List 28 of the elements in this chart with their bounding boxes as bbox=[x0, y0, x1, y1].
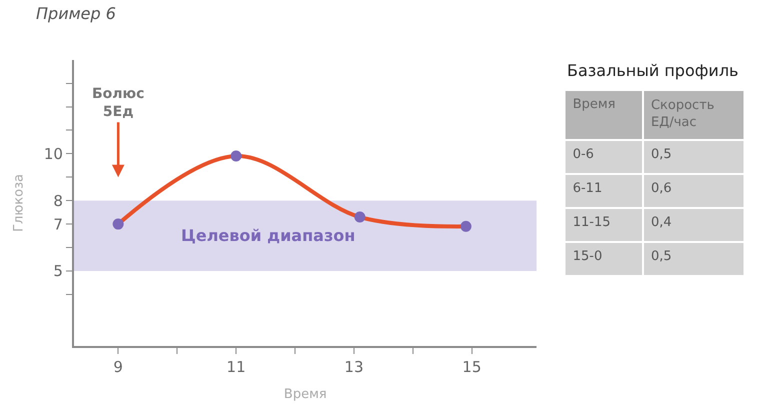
y-tick-label: 7 bbox=[53, 215, 63, 234]
text: 15-0 bbox=[572, 248, 602, 264]
text: 0,5 bbox=[650, 248, 672, 264]
text: 0,4 bbox=[650, 214, 672, 230]
text: 11-15 bbox=[572, 214, 610, 230]
x-tick-label: 15 bbox=[462, 358, 482, 376]
x-tick-label: 9 bbox=[113, 358, 123, 376]
text: 0,5 bbox=[650, 146, 672, 162]
text: 0-6 bbox=[572, 146, 594, 162]
point bbox=[112, 218, 124, 230]
x-tick-label: 11 bbox=[226, 358, 246, 376]
band-label: Целевой диапазон bbox=[181, 226, 356, 245]
y-tick-label: 5 bbox=[53, 262, 63, 280]
category-label: Скорость ЕД/час bbox=[650, 98, 714, 130]
point bbox=[460, 220, 472, 232]
y-tick-label: 10 bbox=[44, 144, 63, 163]
category-label: Время bbox=[572, 96, 616, 112]
x-axis-title: Время bbox=[284, 387, 327, 402]
text: Базальный профиль bbox=[567, 61, 738, 80]
y-axis-title: Глюкоза bbox=[11, 174, 26, 232]
y-tick-label: 8 bbox=[53, 192, 63, 210]
x-tick-label: 13 bbox=[344, 358, 364, 376]
point bbox=[354, 212, 366, 223]
text: 0,6 bbox=[650, 180, 672, 196]
chart-title: Пример 6 bbox=[36, 4, 116, 23]
annotation: Болюс 5Ед bbox=[92, 86, 144, 120]
point bbox=[230, 150, 242, 162]
text: 6-11 bbox=[572, 180, 602, 196]
